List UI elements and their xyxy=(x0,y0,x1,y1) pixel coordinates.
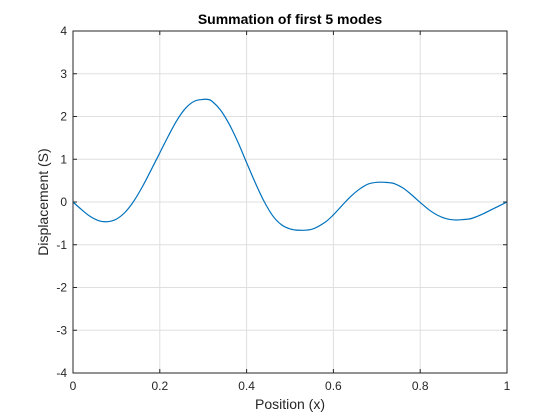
x-tick-label: 1 xyxy=(504,379,511,393)
y-tick-label: 3 xyxy=(60,67,67,81)
grid-lines xyxy=(73,31,507,373)
x-tick-label: 0.4 xyxy=(238,379,255,393)
x-axis-label: Position (x) xyxy=(255,396,325,412)
x-tick-label: 0 xyxy=(70,379,77,393)
y-axis-label: Displacement (S) xyxy=(35,148,51,255)
y-tick-label: 2 xyxy=(60,110,67,124)
series-group xyxy=(72,98,508,231)
y-tick-label: -4 xyxy=(56,366,67,380)
x-tick-labels: 0 0.2 0.4 0.6 0.8 1 xyxy=(70,379,511,393)
series-line xyxy=(72,98,508,231)
y-tick-label: -2 xyxy=(56,281,67,295)
y-tick-label: 0 xyxy=(60,195,67,209)
x-tick-label: 0.8 xyxy=(412,379,429,393)
y-tick-label: 4 xyxy=(60,24,67,38)
x-tick-label: 0.6 xyxy=(325,379,342,393)
chart-title: Summation of first 5 modes xyxy=(198,11,383,27)
y-tick-label: -1 xyxy=(56,238,67,252)
y-tick-labels: -4 -3 -2 -1 0 1 2 3 4 xyxy=(56,24,67,380)
plot-frame xyxy=(72,30,508,374)
x-tick-label: 0.2 xyxy=(151,379,168,393)
y-tick-label: 1 xyxy=(60,152,67,166)
y-tick-label: -3 xyxy=(56,323,67,337)
